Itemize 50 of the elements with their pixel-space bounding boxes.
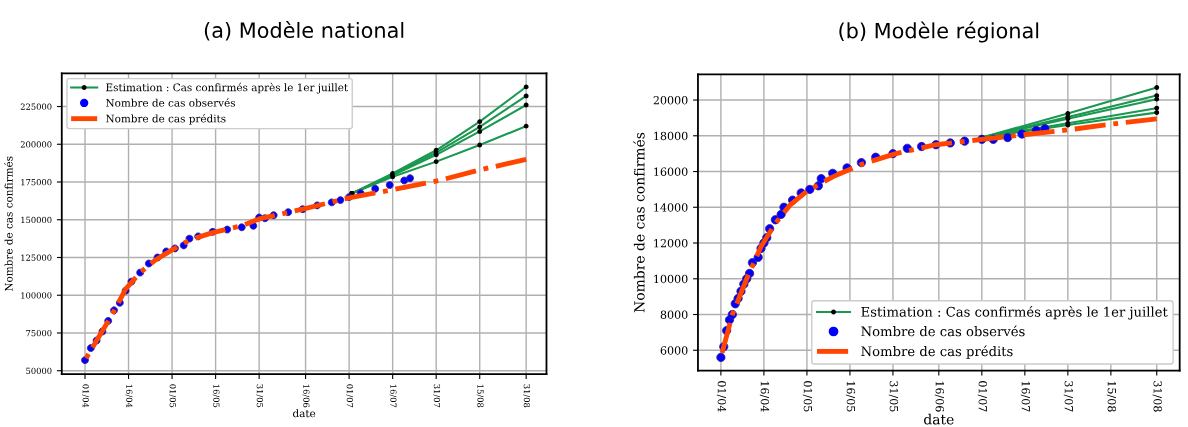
y-axis-title: Nombre de cas confirmés [4,156,13,292]
y-tick-label: 150000 [21,216,52,224]
legend-label: Nombre de cas prédits [106,113,226,125]
x-tick-label: 01/05 [169,384,176,408]
x-tick-label: 16/04 [759,381,770,412]
legend-label: Nombre de cas prédits [861,345,1013,359]
y-tick-label: 100000 [21,292,52,299]
y-tick-label: 12000 [654,239,688,248]
legend-label: Nombre de cas observés [106,98,236,107]
y-tick-label: 14000 [654,203,688,212]
x-tick-label: 16/05 [212,384,220,408]
y-tick-label: 75000 [26,329,52,337]
x-tick-label: 16/07 [1020,381,1031,412]
x-tick-label: 15/08 [1106,381,1117,412]
legend-label: Nombre de cas observés [861,325,1025,337]
x-tick-label: 01/07 [977,381,988,412]
y-tick-label: 225000 [20,103,52,110]
y-tick-label: 6000 [660,346,688,355]
y-tick-label: 16000 [654,167,688,176]
x-tick-label: 01/07 [346,384,353,408]
y-tick-label: 50000 [26,367,52,375]
x-axis-title: date [293,409,316,418]
x-tick-label: 15/08 [476,384,484,408]
y-tick-label: 200000 [20,141,52,148]
x-axis-title: date [924,413,954,425]
y-tick-label: 8000 [660,310,688,319]
x-tick-label: 16/04 [125,384,133,408]
x-tick-label: 31/08 [523,384,531,408]
x-tick-label: 31/05 [256,384,264,408]
x-tick-label: 31/08 [1152,381,1162,412]
x-tick-label: 16/05 [845,381,856,412]
legend-label: Estimation : Cas confirmés après le 1er juillet [861,306,1168,320]
x-tick-label: 31/07 [1063,381,1074,412]
y-tick-label: 175000 [21,178,52,186]
y-axis-title: Nombre de cas confirmés [633,132,645,313]
x-tick-label: 31/05 [888,381,899,412]
x-tick-label: 01/04 [716,381,727,412]
x-tick-label: 01/05 [802,381,813,412]
y-tick-label: 10000 [654,274,688,284]
chart-title: (a) Modèle national [204,21,404,41]
x-tick-label: 01/04 [81,384,89,408]
x-tick-label: 16/06 [934,381,944,412]
x-tick-label: 31/07 [433,384,441,408]
y-tick-label: 18000 [654,131,688,141]
y-tick-label: 125000 [21,254,52,261]
x-tick-label: 16/07 [389,384,397,408]
x-tick-label: 16/06 [302,384,310,408]
legend-label: Estimation : Cas confirmés après le 1er juillet [106,82,348,94]
y-tick-label: 20000 [653,96,688,105]
chart-title: (b) Modèle régional [839,21,1039,43]
